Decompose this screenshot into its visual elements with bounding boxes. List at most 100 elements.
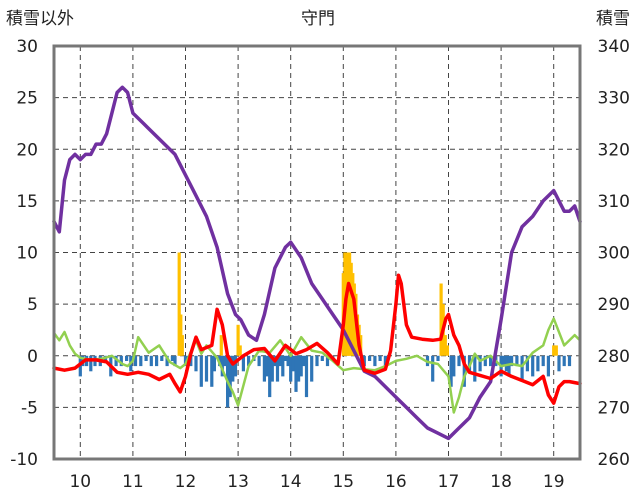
y-right-tick-label: 290 xyxy=(598,295,630,315)
y-right-tick-label: 260 xyxy=(598,450,630,470)
x-tick-label: 16 xyxy=(385,472,407,492)
y-left-tick-label: 5 xyxy=(27,295,38,315)
negative-bar xyxy=(536,355,540,372)
negative-bar xyxy=(315,355,319,367)
negative-bar xyxy=(270,355,274,382)
negative-bar xyxy=(299,355,303,377)
negative-bar xyxy=(294,355,298,392)
x-tick-label: 18 xyxy=(490,472,512,492)
precip-bar xyxy=(439,283,443,356)
x-tick-label: 19 xyxy=(543,472,565,492)
negative-bar xyxy=(199,355,203,387)
negative-bar xyxy=(241,355,245,372)
plot-frame xyxy=(52,44,582,461)
bars xyxy=(78,252,572,408)
negative-bar xyxy=(520,355,524,382)
negative-bar xyxy=(173,355,177,367)
negative-bar xyxy=(228,355,232,398)
y-right-tick-label: 270 xyxy=(598,398,630,418)
precip-bar xyxy=(236,324,240,356)
y-left-tick-label: 15 xyxy=(16,192,38,212)
negative-bar xyxy=(431,355,435,382)
temperature-line xyxy=(52,273,582,405)
negative-bar xyxy=(281,355,285,377)
y-left-tick-label: -5 xyxy=(21,398,38,418)
negative-bar xyxy=(155,355,159,367)
negative-bar xyxy=(220,355,224,377)
negative-bar xyxy=(289,355,293,382)
negative-bar xyxy=(325,355,330,367)
negative-bar xyxy=(210,355,214,387)
y-right-tick-label: 340 xyxy=(598,37,630,57)
negative-bar xyxy=(149,355,153,367)
negative-bar xyxy=(510,355,514,367)
negative-bar xyxy=(320,355,324,361)
y-left-tick-label: 10 xyxy=(16,244,38,264)
precip-bar xyxy=(554,345,558,356)
negative-bar xyxy=(436,355,440,361)
y-left-tick-label: 0 xyxy=(27,347,38,367)
negative-bar xyxy=(119,355,123,367)
negative-bar xyxy=(449,355,453,387)
negative-bar xyxy=(278,355,282,367)
negative-bar xyxy=(144,355,148,361)
right-axis-label: 積雪 xyxy=(596,9,630,29)
y-left-tick-label: 20 xyxy=(16,140,38,160)
negative-bar xyxy=(557,355,561,372)
precip-bar xyxy=(443,335,447,356)
negative-bar xyxy=(275,355,280,382)
x-tick-label: 14 xyxy=(280,472,302,492)
negative-bar xyxy=(373,355,377,367)
negative-bar xyxy=(368,355,372,361)
negative-bar xyxy=(233,355,238,377)
negative-bar xyxy=(567,355,572,367)
chart-title: 守門 xyxy=(301,9,335,29)
negative-bar xyxy=(562,355,566,367)
negative-bar xyxy=(483,355,487,367)
negative-bar xyxy=(139,355,143,367)
series-lines xyxy=(52,85,582,441)
negative-bar xyxy=(286,355,290,367)
negative-bar xyxy=(291,355,295,372)
negative-bar xyxy=(452,355,456,377)
negative-bar xyxy=(507,355,511,377)
y-right-tick-label: 320 xyxy=(598,140,630,160)
negative-bar xyxy=(160,355,164,361)
x-tick-label: 17 xyxy=(438,472,460,492)
negative-bar xyxy=(473,355,477,382)
negative-bar xyxy=(125,355,129,361)
negative-bar xyxy=(378,355,382,361)
left-axis-label: 積雪以外 xyxy=(6,9,74,29)
precip-bar xyxy=(238,345,242,356)
negative-bar xyxy=(504,355,508,372)
negative-bar xyxy=(531,355,535,377)
negative-bar xyxy=(204,355,209,382)
negative-bar xyxy=(297,355,301,382)
y-left-tick-label: 25 xyxy=(16,89,38,109)
negative-bar xyxy=(223,355,227,367)
precip-bar xyxy=(177,252,181,356)
precip-bar xyxy=(552,345,556,356)
y-left-tick-label: -10 xyxy=(10,450,38,470)
negative-bar xyxy=(546,355,550,377)
y-right-tick-label: 300 xyxy=(598,244,630,264)
negative-bar xyxy=(502,355,506,367)
negative-bar xyxy=(165,355,169,367)
y-right-tick-label: 330 xyxy=(598,89,630,109)
green-series-line xyxy=(52,317,582,414)
negative-bar xyxy=(489,355,493,367)
negative-bar xyxy=(515,355,519,367)
negative-bar xyxy=(462,355,466,387)
precip-bar xyxy=(445,345,449,356)
negative-bar xyxy=(283,355,287,361)
negative-bar xyxy=(170,355,174,361)
x-tick-label: 12 xyxy=(175,472,197,492)
negative-bar xyxy=(194,355,198,372)
negative-bar xyxy=(383,355,387,367)
negative-bar xyxy=(302,355,306,367)
y-left-tick-label: 30 xyxy=(16,37,38,57)
negative-bar xyxy=(114,355,118,367)
x-tick-label: 15 xyxy=(332,472,354,492)
negative-bar xyxy=(247,355,251,367)
